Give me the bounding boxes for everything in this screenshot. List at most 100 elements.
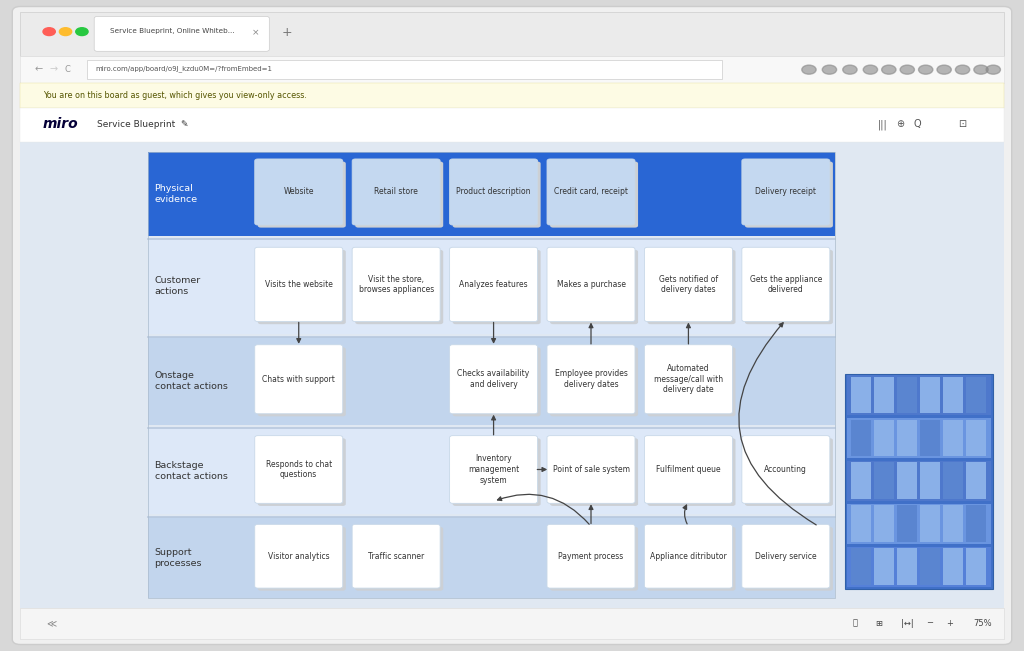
Text: Gets the appliance
delivered: Gets the appliance delivered — [750, 275, 822, 294]
FancyBboxPatch shape — [148, 337, 835, 425]
Text: ⊡: ⊡ — [958, 119, 967, 130]
FancyBboxPatch shape — [897, 420, 918, 456]
FancyBboxPatch shape — [847, 547, 991, 587]
FancyBboxPatch shape — [20, 142, 1004, 608]
FancyBboxPatch shape — [847, 461, 991, 501]
FancyBboxPatch shape — [450, 436, 538, 503]
FancyBboxPatch shape — [920, 505, 940, 542]
FancyBboxPatch shape — [873, 505, 894, 542]
FancyBboxPatch shape — [920, 462, 940, 499]
Text: You are on this board as guest, which gives you view-only access.: You are on this board as guest, which gi… — [43, 91, 307, 100]
Text: Delivery receipt: Delivery receipt — [756, 187, 816, 197]
FancyBboxPatch shape — [873, 420, 894, 456]
FancyBboxPatch shape — [644, 524, 732, 588]
Text: Retail store: Retail store — [374, 187, 418, 197]
Text: Credit card, receipt: Credit card, receipt — [554, 187, 628, 197]
Text: 75%: 75% — [974, 618, 992, 628]
FancyBboxPatch shape — [943, 377, 963, 413]
FancyBboxPatch shape — [744, 527, 833, 590]
FancyBboxPatch shape — [647, 348, 735, 417]
Circle shape — [986, 65, 1000, 74]
Text: Customer
actions: Customer actions — [155, 276, 201, 296]
Text: miro: miro — [43, 117, 79, 132]
FancyBboxPatch shape — [851, 462, 870, 499]
FancyBboxPatch shape — [352, 159, 440, 225]
FancyBboxPatch shape — [897, 462, 918, 499]
FancyBboxPatch shape — [355, 527, 443, 590]
FancyBboxPatch shape — [851, 420, 870, 456]
FancyBboxPatch shape — [450, 247, 538, 322]
FancyBboxPatch shape — [258, 527, 346, 590]
Text: Payment process: Payment process — [558, 552, 624, 561]
Text: miro.com/app/board/o9J_kzdu0M=/?fromEmbed=1: miro.com/app/board/o9J_kzdu0M=/?fromEmbe… — [95, 66, 272, 72]
FancyBboxPatch shape — [453, 250, 541, 324]
FancyBboxPatch shape — [744, 161, 833, 228]
FancyBboxPatch shape — [920, 377, 940, 413]
Text: +: + — [946, 618, 952, 628]
Text: +: + — [282, 26, 292, 39]
FancyBboxPatch shape — [847, 419, 991, 458]
FancyBboxPatch shape — [920, 548, 940, 585]
FancyBboxPatch shape — [453, 348, 541, 417]
FancyBboxPatch shape — [87, 60, 722, 79]
FancyBboxPatch shape — [355, 161, 443, 228]
FancyBboxPatch shape — [744, 250, 833, 324]
FancyBboxPatch shape — [255, 159, 343, 225]
Circle shape — [822, 65, 837, 74]
FancyBboxPatch shape — [550, 250, 638, 324]
Text: Chats with support: Chats with support — [262, 375, 335, 383]
FancyBboxPatch shape — [920, 420, 940, 456]
Text: Q: Q — [913, 119, 922, 130]
Text: Visitor analytics: Visitor analytics — [268, 552, 330, 561]
Text: Physical
evidence: Physical evidence — [155, 184, 198, 204]
FancyBboxPatch shape — [943, 420, 963, 456]
FancyBboxPatch shape — [851, 548, 870, 585]
FancyBboxPatch shape — [148, 518, 835, 598]
FancyBboxPatch shape — [450, 159, 538, 225]
Text: Delivery service: Delivery service — [755, 552, 817, 561]
FancyBboxPatch shape — [547, 159, 635, 225]
FancyBboxPatch shape — [647, 527, 735, 590]
Text: Traffic scanner: Traffic scanner — [368, 552, 424, 561]
Text: Inventory
management
system: Inventory management system — [468, 454, 519, 485]
Text: |↔|: |↔| — [901, 618, 913, 628]
FancyBboxPatch shape — [847, 504, 991, 544]
FancyBboxPatch shape — [20, 56, 1004, 83]
Text: Appliance ditributor: Appliance ditributor — [650, 552, 727, 561]
Text: ≪: ≪ — [46, 618, 56, 628]
FancyBboxPatch shape — [967, 462, 986, 499]
FancyBboxPatch shape — [845, 374, 993, 589]
Text: Responds to chat
questions: Responds to chat questions — [265, 460, 332, 479]
FancyBboxPatch shape — [352, 247, 440, 322]
Circle shape — [974, 65, 988, 74]
Text: Visit the store,
browses appliances: Visit the store, browses appliances — [358, 275, 434, 294]
FancyBboxPatch shape — [20, 12, 1004, 56]
FancyBboxPatch shape — [258, 250, 346, 324]
Text: Point of sale system: Point of sale system — [553, 465, 630, 474]
FancyBboxPatch shape — [967, 420, 986, 456]
Circle shape — [882, 65, 896, 74]
Circle shape — [919, 65, 933, 74]
Text: ←: ← — [35, 64, 43, 74]
FancyBboxPatch shape — [547, 247, 635, 322]
FancyBboxPatch shape — [450, 345, 538, 414]
FancyBboxPatch shape — [897, 548, 918, 585]
Text: C: C — [65, 64, 71, 74]
FancyBboxPatch shape — [943, 462, 963, 499]
Circle shape — [43, 28, 55, 36]
Circle shape — [76, 28, 88, 36]
Text: Product description: Product description — [457, 187, 530, 197]
Text: ×: × — [252, 28, 260, 37]
Text: ⛶: ⛶ — [853, 618, 857, 628]
FancyBboxPatch shape — [647, 250, 735, 324]
FancyBboxPatch shape — [547, 345, 635, 414]
Circle shape — [955, 65, 970, 74]
FancyBboxPatch shape — [550, 161, 638, 228]
FancyBboxPatch shape — [258, 161, 346, 228]
FancyBboxPatch shape — [352, 524, 440, 588]
FancyBboxPatch shape — [644, 247, 732, 322]
Text: ⊞: ⊞ — [876, 618, 882, 628]
FancyBboxPatch shape — [897, 505, 918, 542]
FancyBboxPatch shape — [943, 548, 963, 585]
Text: →: → — [49, 64, 57, 74]
